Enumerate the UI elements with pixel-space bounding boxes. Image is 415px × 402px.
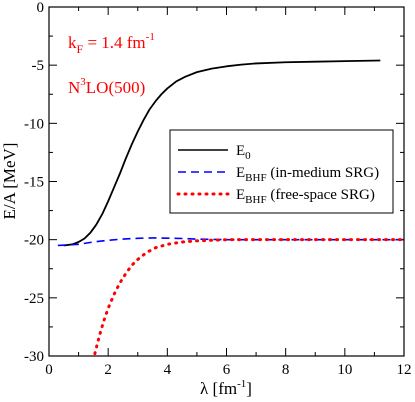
x-axis-title-tail: ] <box>246 379 252 398</box>
x-axis-title: λ [fm-1] <box>200 378 252 398</box>
legend-e0-sub: 0 <box>245 150 251 162</box>
x-tick-label: 10 <box>337 362 352 378</box>
kf-annotation: kF = 1.4 fm-1 <box>68 31 155 56</box>
y-tick-label: -10 <box>24 116 44 132</box>
y-tick-label: -30 <box>24 349 44 365</box>
potential-suffix: LO(500) <box>86 78 145 97</box>
x-tick-label: 0 <box>45 362 53 378</box>
legend-label-freespace: EBHF (free-space SRG) <box>236 187 375 206</box>
x-tick-label: 12 <box>397 362 412 378</box>
legend-freespace-suffix: (free-space SRG) <box>267 187 375 203</box>
x-tick-label: 4 <box>164 362 172 378</box>
y-axis-title: E/A [MeV] <box>0 143 19 220</box>
series-layer <box>57 59 404 356</box>
y-tick-label: 0 <box>37 0 45 16</box>
legend-inmedium-sub: BHF <box>245 172 266 184</box>
y-tick-label: -5 <box>32 58 45 74</box>
legend-inmedium-suffix: (in-medium SRG) <box>267 165 380 181</box>
series-bhf-free-space-line <box>93 238 404 356</box>
x-tick-label: 8 <box>282 362 290 378</box>
potential-prefix: N <box>68 78 80 97</box>
kf-symbol: k <box>68 33 77 52</box>
x-axis-title-sup: -1 <box>237 378 246 390</box>
kf-superscript: -1 <box>146 31 155 43</box>
potential-annotation: N3LO(500) <box>68 76 145 97</box>
legend-freespace-sub: BHF <box>245 194 266 206</box>
kf-value: = 1.4 fm <box>83 33 145 52</box>
legend-freespace-main: E <box>236 187 245 203</box>
y-tick-label: -20 <box>24 233 44 249</box>
x-tick-label: 2 <box>104 362 112 378</box>
legend-label-inmedium: EBHF (in-medium SRG) <box>236 165 379 184</box>
series-bhf-in-medium-line <box>57 237 404 247</box>
legend-e0-main: E <box>236 143 245 159</box>
potential-superscript: 3 <box>80 76 86 88</box>
legend: E0 EBHF (in-medium SRG) EBHF (free-space… <box>169 129 394 214</box>
y-tick-label: -15 <box>24 175 44 191</box>
x-tick-label: 6 <box>223 362 231 378</box>
kf-subscript: F <box>77 42 84 56</box>
series-e0-line <box>63 59 381 247</box>
tick-labels: 0 2 4 6 8 10 120-5-10-15-20-25-30 <box>24 0 412 378</box>
y-tick-label: -25 <box>24 291 44 307</box>
legend-inmedium-main: E <box>236 165 245 181</box>
x-axis-title-main: λ [fm <box>200 379 237 398</box>
legend-label-e0: E0 <box>236 143 251 162</box>
